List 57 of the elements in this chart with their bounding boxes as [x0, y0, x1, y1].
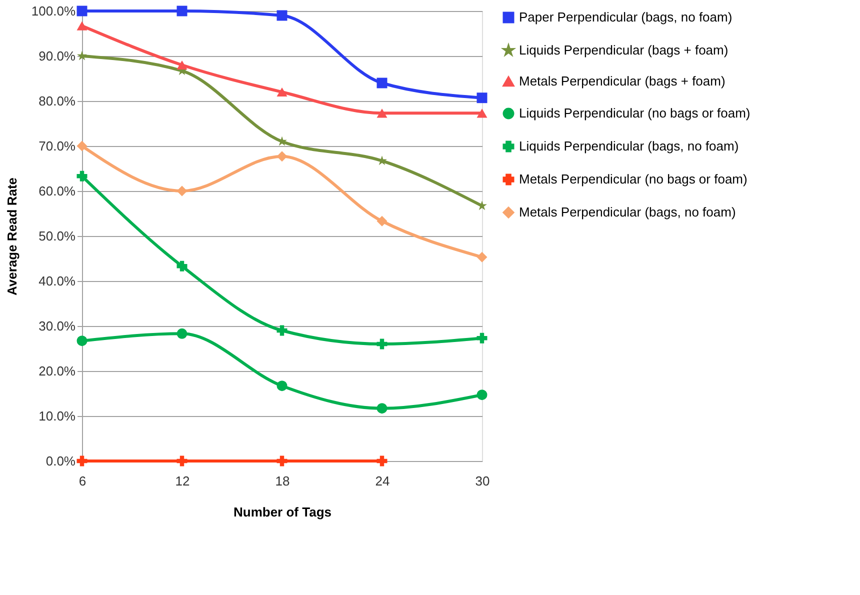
legend-label: Liquids Perpendicular (no bags or foam): [519, 106, 750, 120]
point: [176, 6, 188, 16]
point: [476, 92, 488, 104]
point: [376, 338, 388, 350]
point: [376, 403, 388, 414]
point: [76, 140, 88, 152]
point: [176, 186, 188, 196]
x-tick-label: 18: [275, 474, 290, 488]
y-tick-label: 50.0%: [38, 228, 76, 244]
legend-label: Metals Perpendicular (bags + foam): [519, 74, 726, 88]
point: [76, 456, 88, 466]
legend-label: Metals Perpendicular (bags, no foam): [519, 204, 736, 220]
x-tick-label: 6: [78, 474, 86, 488]
point: [176, 456, 188, 466]
legend-label: Paper Perpendicular (bags, no foam): [519, 10, 732, 24]
point: [176, 260, 188, 272]
point: [476, 252, 488, 262]
legend-label: Liquids Perpendicular (bags, no foam): [519, 138, 739, 154]
point: [376, 108, 388, 118]
point: [276, 87, 288, 97]
point: [376, 216, 388, 226]
y-tick-label: 20.0%: [38, 364, 76, 378]
point: [276, 151, 288, 162]
y-axis-title: Average Read Rate: [4, 177, 20, 296]
point: [76, 21, 88, 30]
y-tick-label: 90.0%: [38, 48, 76, 64]
legend-label: Metals Perpendicular (no bags or foam): [519, 172, 748, 186]
point: [76, 6, 88, 16]
y-tick-label: 70.0%: [38, 138, 76, 154]
point: [277, 136, 287, 146]
point: [476, 108, 488, 118]
y-tick-label: 40.0%: [38, 274, 76, 288]
legend-label: Liquids Perpendicular (bags + foam): [519, 42, 728, 58]
point: [76, 336, 88, 346]
point: [376, 78, 388, 88]
x-tick-label: 24: [375, 474, 390, 488]
point: [476, 332, 488, 344]
y-tick-label: 10.0%: [38, 408, 76, 424]
y-tick-label: 60.0%: [38, 184, 76, 198]
y-tick-label: 80.0%: [38, 94, 76, 108]
y-tick-label: 30.0%: [38, 318, 76, 334]
point: [376, 456, 388, 466]
point: [176, 328, 188, 339]
y-tick-label: 0.0%: [46, 454, 76, 468]
point: [176, 60, 188, 70]
x-tick-label: 12: [175, 474, 190, 488]
point: [276, 456, 288, 466]
point: [276, 380, 288, 392]
point: [377, 156, 387, 166]
point: [276, 10, 288, 21]
y-tick-label: 100.0%: [31, 4, 76, 18]
point: [276, 325, 288, 336]
point: [76, 170, 88, 182]
point: [477, 200, 487, 210]
x-tick-label: 30: [475, 474, 490, 488]
point: [476, 390, 488, 400]
x-axis-title: Number of Tags: [234, 504, 332, 520]
